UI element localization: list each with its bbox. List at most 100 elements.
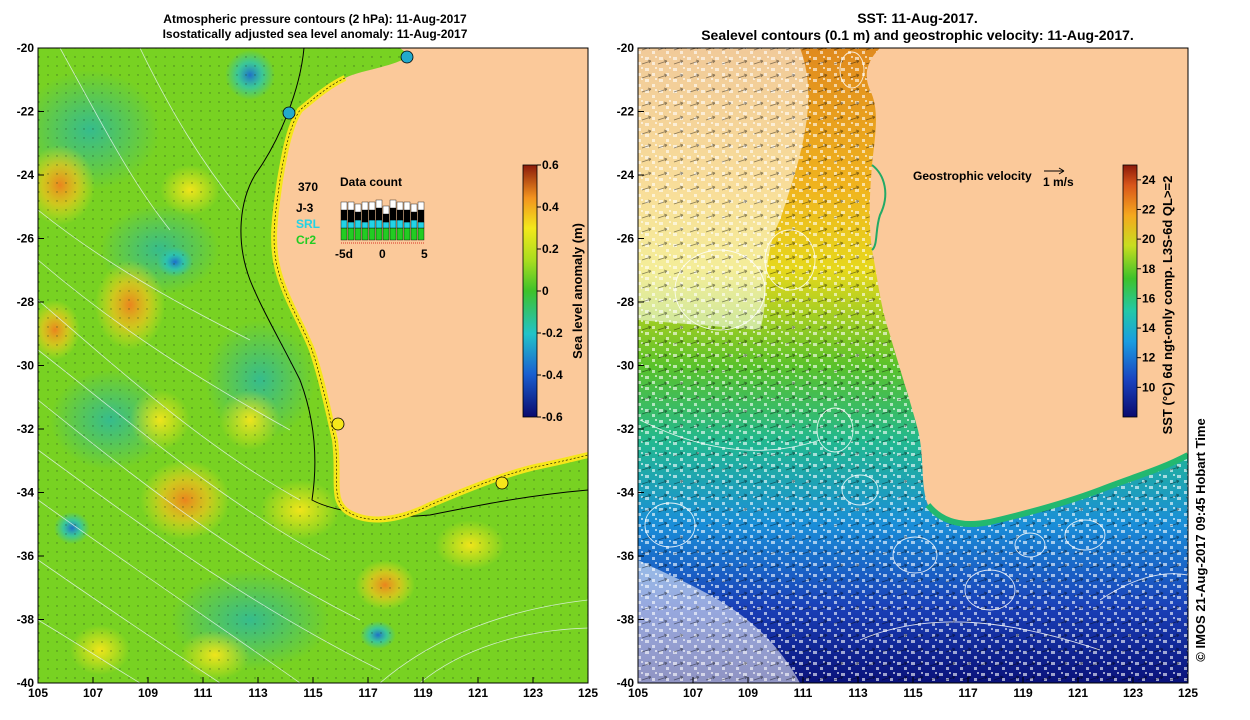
right-xtick-label: 113 <box>848 686 868 700</box>
data-count-axis-left: -5d <box>335 247 353 261</box>
left-xtick-label: 107 <box>83 686 103 700</box>
left-xtick-label: 121 <box>468 686 488 700</box>
velocity-scale-label: 1 m/s <box>1043 175 1074 189</box>
right-ytick-label: -20 <box>617 41 635 55</box>
data-count-bar-total <box>361 201 369 211</box>
data-count-bar-srl <box>354 219 362 229</box>
data-count-bar-j3 <box>389 207 397 221</box>
data-count-bar-srl <box>417 221 425 229</box>
right-xtick-label: 111 <box>794 686 813 700</box>
left-ytick-label: -24 <box>17 168 35 182</box>
data-count-bar-total <box>396 201 404 211</box>
sla-map <box>38 48 588 683</box>
right-ytick-label: -40 <box>617 676 635 690</box>
left-title-line-2: Isostatically adjusted sea level anomaly… <box>162 27 468 41</box>
data-count-bar-total <box>417 201 425 211</box>
left-xtick-label: 117 <box>358 686 378 700</box>
sla-colorbar-tick-label: 0.2 <box>542 242 559 256</box>
data-count-bar-total <box>347 201 355 211</box>
credit-text: © IMOS 21-Aug-2017 09:45 Hobart Time <box>1193 418 1208 661</box>
right-xtick-label: 105 <box>628 686 648 700</box>
data-count-bar-cr2 <box>382 227 390 241</box>
mission-j3-label: J-3 <box>296 201 314 215</box>
data-count-bar-srl <box>410 219 418 229</box>
left-xtick-label: 105 <box>28 686 48 700</box>
right-xtick-label: 121 <box>1068 686 1088 700</box>
data-count-bar-j3 <box>417 209 425 223</box>
left-ytick-label: -34 <box>17 486 35 500</box>
sst-colorbar-tick-label: 10 <box>1142 380 1156 394</box>
data-count-bar-j3 <box>347 209 355 223</box>
data-count-bars <box>340 199 425 244</box>
sla-colorbar-tick-label: 0 <box>542 284 549 298</box>
sst-colorbar-tick-label: 20 <box>1142 232 1156 246</box>
mission-srl-label: SRL <box>296 217 320 231</box>
right-xtick-label: 107 <box>683 686 703 700</box>
right-ytick-label: -34 <box>617 486 635 500</box>
data-count-bar-j3 <box>368 209 376 221</box>
sla-colorbar-tick-label: -0.2 <box>542 326 563 340</box>
right-xtick-label: 125 <box>1178 686 1198 700</box>
data-count-bar-total <box>354 203 362 213</box>
left-ytick-label: -38 <box>17 613 35 627</box>
sst-colorbar-tick-label: 16 <box>1142 291 1156 305</box>
right-xtick-label: 119 <box>1013 686 1033 700</box>
sst-colorbar-tick-label: 18 <box>1142 262 1156 276</box>
data-count-bar-cr2 <box>410 227 418 241</box>
data-count-bar-total <box>368 201 376 211</box>
sla-colorbar: 0.6 0.4 0.2 0 -0.2 -0.4 -0.6 Sea level anomaly… <box>522 158 585 424</box>
sst-map <box>638 48 1188 683</box>
right-ytick-label: -36 <box>617 549 635 563</box>
data-count-bar-j3 <box>340 209 348 221</box>
data-count-bar-srl <box>340 219 348 229</box>
data-count-inset: 370 Data count J-3 SRL Cr2 -5d 0 5 <box>296 175 428 261</box>
sst-colorbar-tick-label: 14 <box>1142 321 1156 335</box>
right-title-line-1: SST: 11-Aug-2017. <box>857 10 978 26</box>
data-count-bar-j3 <box>403 209 411 223</box>
sla-colorbar-label: Sea level anomaly (m) <box>570 223 585 359</box>
right-ytick-label: -30 <box>617 359 635 373</box>
right-xtick-label: 123 <box>1123 686 1143 700</box>
right-title-line-2: Sealevel contours (0.1 m) and geostrophi… <box>701 27 1134 43</box>
left-ytick-label: -32 <box>17 422 35 436</box>
left-ytick-label: -20 <box>17 41 35 55</box>
data-count-bar-total <box>382 205 390 215</box>
data-count-bar-cr2 <box>340 227 348 241</box>
sla-colorbar-tick-label: 0.6 <box>542 158 559 172</box>
left-ytick-label: -26 <box>17 232 35 246</box>
right-xtick-label: 109 <box>738 686 758 700</box>
data-count-bar-cr2 <box>375 227 383 241</box>
left-xtick-label: 115 <box>303 686 323 700</box>
axis-ticks: 105 107 109 111 113 115 117 119 121 123 125 -20 -22 -… <box>17 41 1199 700</box>
left-xtick-label: 123 <box>523 686 543 700</box>
data-count-bar-srl <box>403 221 411 229</box>
data-count-bar-j3 <box>396 209 404 221</box>
data-count-bar-j3 <box>382 213 390 223</box>
right-ytick-label: -32 <box>617 422 635 436</box>
velocity-legend: Geostrophic velocity 1 m/s <box>913 167 1074 189</box>
right-xtick-label: 117 <box>958 686 978 700</box>
data-count-bar-cr2 <box>396 227 404 241</box>
left-ytick-label: -30 <box>17 359 35 373</box>
sst-colorbar-tick-label: 24 <box>1142 173 1156 187</box>
mission-cr2-label: Cr2 <box>296 233 316 247</box>
data-count-bar-cr2 <box>361 227 369 241</box>
data-count-bar-total <box>375 199 383 209</box>
right-xtick-label: 115 <box>903 686 923 700</box>
data-count-bar-srl <box>396 219 404 229</box>
data-count-bar-total <box>389 199 397 209</box>
left-ytick-label: -36 <box>17 549 35 563</box>
left-ytick-label: -22 <box>17 105 35 119</box>
data-count-bar-srl <box>368 219 376 229</box>
velocity-arrow-icon <box>1044 167 1065 175</box>
data-count-bar-cr2 <box>354 227 362 241</box>
right-ytick-label: -26 <box>617 232 635 246</box>
sst-colorbar-label: SST (°C) 6d ngt-only comp. L3S-6d QL>=2 <box>1160 176 1175 435</box>
data-count-bar-total <box>340 201 348 211</box>
data-count-bar-srl <box>389 219 397 229</box>
left-xtick-label: 113 <box>248 686 268 700</box>
right-ytick-label: -28 <box>617 295 635 309</box>
left-xtick-label: 119 <box>413 686 433 700</box>
sla-colorbar-tick-label: -0.4 <box>542 368 563 382</box>
data-count-bar-j3 <box>375 207 383 221</box>
